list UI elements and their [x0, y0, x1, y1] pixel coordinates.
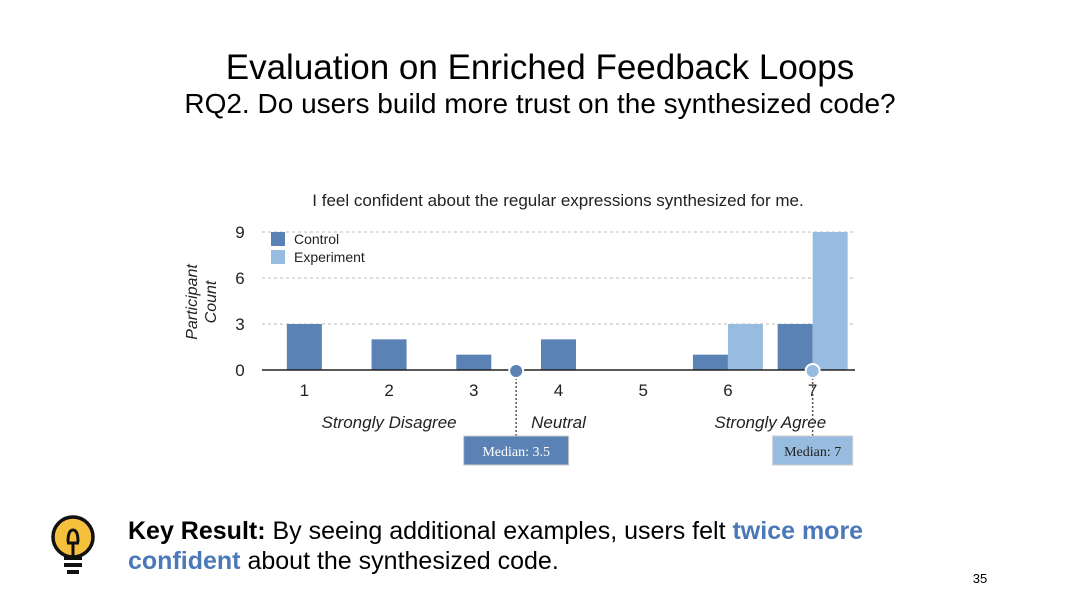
median-label: Median: 3.5 [482, 445, 550, 460]
lightbulb-icon [50, 513, 96, 584]
bar-control [777, 324, 813, 370]
x-tick-label: 3 [469, 381, 478, 400]
legend-label: Experiment [294, 249, 365, 265]
page-number: 35 [972, 571, 988, 586]
scale-label: Neutral [531, 413, 587, 432]
key-result: Key Result: By seeing additional example… [128, 516, 968, 576]
median-marker [508, 363, 525, 379]
median-label-box [772, 435, 854, 466]
scale-label: Strongly Disagree [322, 413, 457, 432]
chart-title: I feel confident about the regular expre… [312, 191, 803, 210]
bar-control [371, 339, 407, 370]
x-tick-label: 5 [638, 381, 647, 400]
x-tick-label: 4 [554, 381, 563, 400]
median-marker [804, 363, 821, 379]
slide-subtitle: RQ2. Do users build more trust on the sy… [184, 88, 896, 119]
legend-swatch [271, 232, 285, 246]
median-label: Median: 7 [784, 445, 841, 460]
y-axis-label: Count [203, 280, 220, 323]
slide-title: Evaluation on Enriched Feedback Loops [225, 48, 855, 87]
key-result-text-before: By seeing additional examples, users fel… [272, 517, 726, 545]
legend-swatch [271, 250, 285, 264]
key-result-label: Key Result: [128, 517, 266, 545]
y-tick-label: 9 [235, 223, 244, 242]
bar-control [456, 354, 492, 370]
bar-control [692, 354, 728, 370]
x-tick-label: 2 [384, 381, 393, 400]
y-tick-label: 6 [235, 269, 244, 288]
legend-label: Control [294, 231, 339, 247]
key-result-text-after: about the synthesized code. [247, 547, 559, 575]
y-tick-label: 3 [235, 315, 244, 334]
bar-experiment [812, 232, 848, 370]
x-tick-label: 6 [723, 381, 732, 400]
bar-control [541, 339, 576, 370]
bar-control [286, 324, 322, 370]
y-tick-label: 0 [235, 361, 244, 380]
key-result-emphasis: twice more confident [128, 517, 864, 575]
y-axis-label: Participant [184, 264, 201, 340]
x-tick-label: 1 [300, 381, 309, 400]
median-label-box [463, 435, 570, 466]
scale-label: Strongly Agree [714, 413, 826, 432]
bar-experiment [727, 324, 763, 370]
